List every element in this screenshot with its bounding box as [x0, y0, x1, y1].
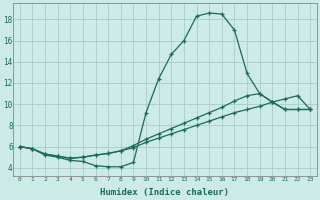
X-axis label: Humidex (Indice chaleur): Humidex (Indice chaleur) — [100, 188, 229, 197]
